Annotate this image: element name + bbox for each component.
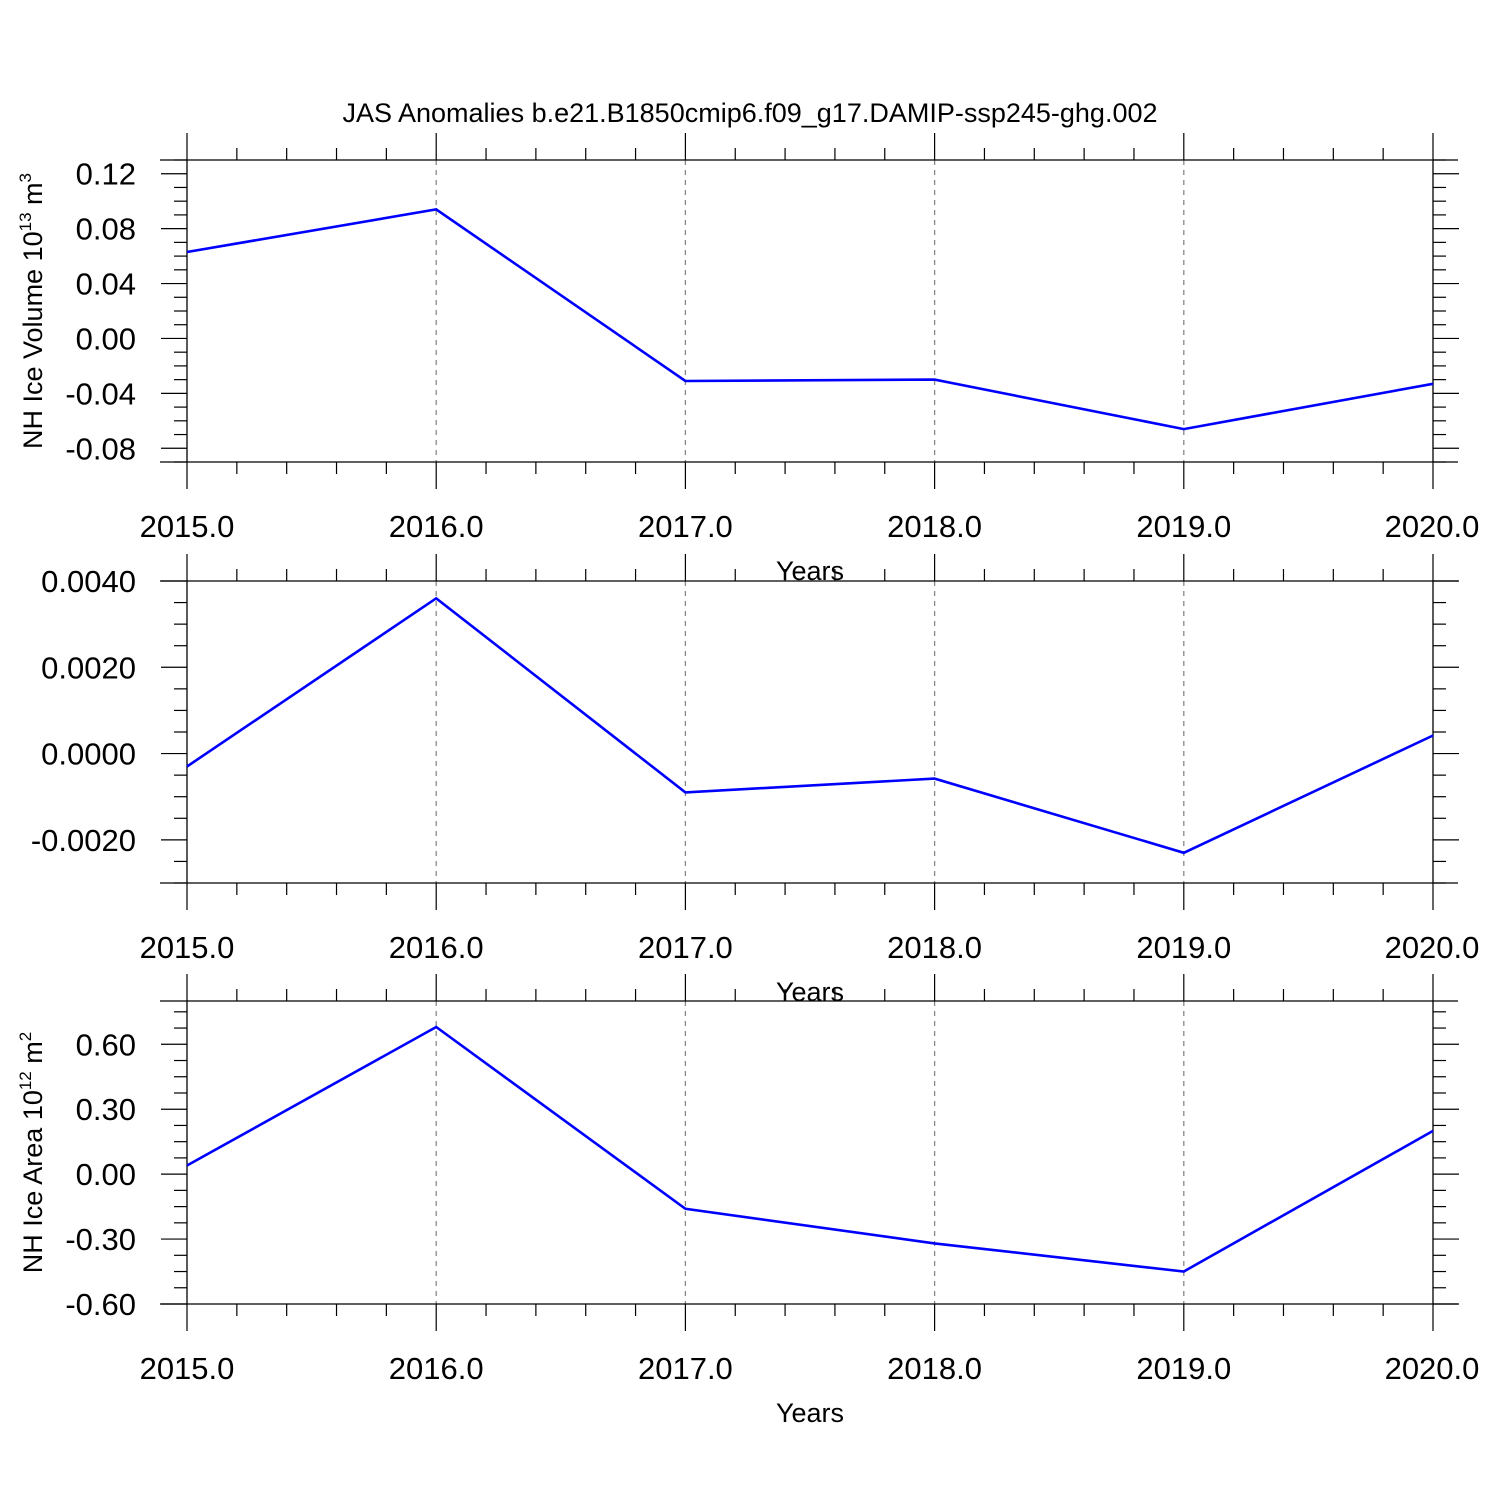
x-tick-label: 2017.0	[638, 1351, 733, 1386]
y-tick-label: 0.60	[76, 1027, 136, 1062]
panels: 2015.0 2016.0 2017.0 2018.0 2019.0 2020.0 Year…	[16, 133, 1479, 1428]
x-tick-label: 2015.0	[140, 1351, 235, 1386]
x-axis-label: Years	[776, 1398, 844, 1428]
y-tick-label: 0.30	[76, 1092, 136, 1127]
series-line	[186, 596, 1434, 855]
x-tick-label: 2015.0	[140, 930, 235, 965]
x-tick-label: 2016.0	[389, 930, 484, 965]
x-axis-label: Years	[776, 977, 844, 1007]
y-tick-label: -0.04	[65, 376, 136, 411]
y-tick-label: 0.08	[76, 212, 136, 247]
y-tick-label: 0.0040	[41, 564, 136, 599]
x-tick-label: 2020.0	[1385, 930, 1480, 965]
y-tick-label: -0.30	[65, 1222, 136, 1257]
x-tick-label: 2016.0	[389, 1351, 484, 1386]
y-tick-label: 0.0020	[41, 650, 136, 685]
x-tick-label: 2019.0	[1136, 930, 1231, 965]
x-tick-label: 2017.0	[638, 509, 733, 544]
y-tick-label: -0.60	[65, 1287, 136, 1322]
y-axis-label: NH Ice Area 1012 m2	[16, 1032, 48, 1273]
series-line	[186, 208, 1434, 431]
x-tick-label: 2018.0	[887, 509, 982, 544]
y-tick-label: 0.00	[76, 321, 136, 356]
x-tick-label: 2019.0	[1136, 1351, 1231, 1386]
x-tick-label: 2020.0	[1385, 509, 1480, 544]
x-tick-label: 2018.0	[887, 930, 982, 965]
y-tick-label: 0.12	[76, 157, 136, 192]
panel-2: 2015.0 2016.0 2017.0 2018.0 2019.0 2020.0 Year…	[31, 554, 1480, 1007]
x-tick-label: 2018.0	[887, 1351, 982, 1386]
x-tick-label: 2019.0	[1136, 509, 1231, 544]
x-tick-label: 2015.0	[140, 509, 235, 544]
y-tick-label: 0.00	[76, 1157, 136, 1192]
x-tick-label: 2017.0	[638, 930, 733, 965]
y-tick-label: -0.0020	[31, 823, 136, 858]
panel-1: 2015.0 2016.0 2017.0 2018.0 2019.0 2020.0Year…	[16, 133, 1479, 586]
x-tick-label: 2016.0	[389, 509, 484, 544]
y-tick-label: -0.08	[65, 431, 136, 466]
y-tick-label: 0.0000	[41, 737, 136, 772]
x-tick-label: 2020.0	[1385, 1351, 1480, 1386]
panel-3: 2015.0 2016.0 2017.0 2018.0 2019.0 2020.0 Year…	[16, 974, 1479, 1428]
y-axis-label: NH Ice Volume 1013 m3	[16, 173, 48, 449]
y-tick-label: 0.04	[76, 267, 136, 302]
figure-title: JAS Anomalies b.e21.B1850cmip6.f09_g17.D…	[342, 98, 1157, 128]
series-line	[186, 1025, 1434, 1273]
